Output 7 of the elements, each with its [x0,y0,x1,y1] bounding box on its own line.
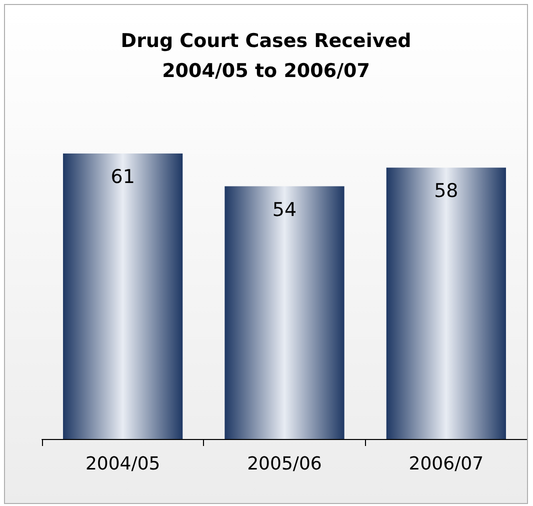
chart-title: Drug Court Cases Received 2004/05 to 2006/07 [120,30,412,82]
data-label: 54 [272,198,297,221]
x-tick-label: 2006/07 [408,454,484,474]
x-tick-label: 2004/05 [85,454,160,474]
data-label: 61 [110,166,135,188]
x-tick-label: 2005/06 [247,454,322,474]
data-label: 58 [434,180,458,202]
